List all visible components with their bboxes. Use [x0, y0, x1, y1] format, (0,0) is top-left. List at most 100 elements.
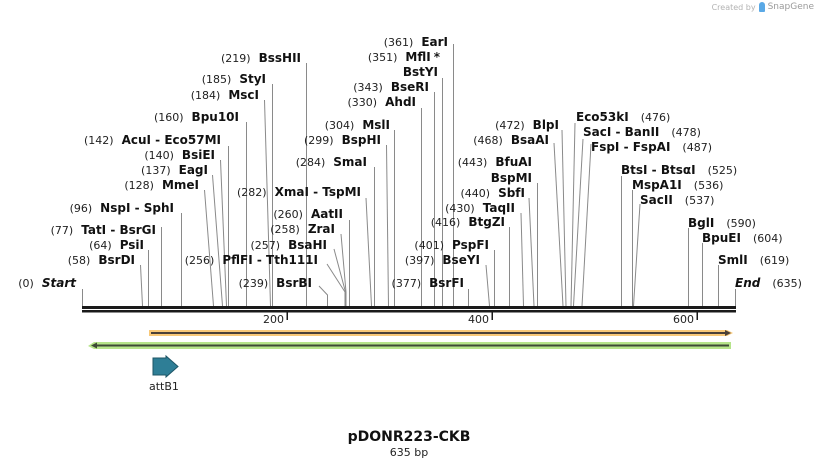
- site-label-bsahi[interactable]: (257) BsaHI: [251, 236, 328, 252]
- site-name: MmeI: [161, 178, 199, 192]
- ruler-tick-600: [696, 312, 698, 320]
- site-position: (343): [353, 81, 383, 94]
- feature-green-arrow[interactable]: [88, 342, 731, 349]
- site-label-bsshii[interactable]: (219) BssHII: [221, 49, 301, 65]
- site-label-ahdi[interactable]: (330) AhdI: [348, 93, 416, 109]
- site-label-eari[interactable]: (361) EarI: [384, 33, 448, 49]
- feature-orange-arrow[interactable]: [149, 330, 733, 336]
- leader-line: [520, 212, 524, 307]
- site-name: SmlI: [718, 253, 748, 267]
- site-name: BssHII: [258, 51, 301, 65]
- site-label-saci-banii[interactable]: SacI - BanII (478): [583, 123, 701, 139]
- site-position: (440): [460, 187, 491, 200]
- site-position: (468): [473, 134, 503, 147]
- site-label-zrai[interactable]: (258) ZraI: [270, 220, 335, 236]
- site-position: (64): [89, 239, 112, 252]
- leader-line: [333, 248, 346, 306]
- site-name: BseRI: [390, 80, 429, 94]
- site-label-eagi[interactable]: (137) EagI: [141, 161, 208, 177]
- site-position: (142): [84, 134, 114, 147]
- sequence-start-label[interactable]: (0) Start: [18, 274, 76, 290]
- site-label-sbfi[interactable]: (440) SbfI: [460, 184, 525, 200]
- leader-line: [220, 159, 227, 307]
- site-label-msci[interactable]: (184) MscI: [191, 86, 259, 102]
- site-name: MscI: [228, 88, 259, 102]
- site-position: (525): [707, 164, 738, 177]
- site-position: (282): [237, 186, 267, 199]
- site-label-psii[interactable]: (64) PsiI: [89, 236, 144, 252]
- site-label-bpu10i[interactable]: (160) Bpu10I: [154, 108, 239, 124]
- site-label-sacii[interactable]: SacII (537): [640, 191, 714, 207]
- site-label-bsrbi[interactable]: (239) BsrBI: [239, 274, 312, 290]
- site-label-bgli[interactable]: BglI (590): [688, 214, 756, 230]
- site-label-beseri[interactable]: (343) BseRI: [353, 78, 429, 94]
- site-label-msli[interactable]: (304) MslI: [325, 116, 390, 132]
- site-label-mmei[interactable]: (128) MmeI: [124, 176, 199, 192]
- site-position: (443): [457, 156, 488, 169]
- site-label-bspmi[interactable]: BspMI: [491, 169, 532, 185]
- site-name: BfuAI: [495, 155, 532, 169]
- site-position: (416): [430, 216, 461, 229]
- site-label-btsi-btsai[interactable]: BtsI - BtsαI (525): [621, 161, 737, 177]
- site-label-tati-bsrgi[interactable]: (77) TatI - BsrGI: [51, 221, 156, 237]
- site-label-bsiei[interactable]: (140) BsiEI: [144, 146, 215, 162]
- site-label-taqii[interactable]: (430) TaqII: [445, 199, 515, 215]
- ruler-tick-400: [491, 312, 493, 320]
- site-position: (604): [752, 232, 783, 245]
- attb1-feature-arrow[interactable]: [152, 354, 179, 379]
- site-position: (137): [141, 164, 171, 177]
- site-label-acui-eco57mi[interactable]: (142) AcuI - Eco57MI: [84, 131, 221, 147]
- leader-line: [573, 138, 584, 307]
- plasmid-name: pDONR223-CKB: [347, 429, 471, 445]
- watermark-prefix: Created by: [711, 2, 756, 12]
- site-label-aatii[interactable]: (260) AatII: [273, 205, 343, 221]
- site-name: BseYI: [442, 253, 480, 267]
- leader-line: [140, 264, 143, 307]
- site-label-pflfi-tth111i[interactable]: (256) PflFI - Tth111I: [185, 251, 318, 267]
- site-name: BstYI: [402, 65, 438, 79]
- site-position: (635): [772, 277, 802, 290]
- sequence-ruler: [82, 306, 736, 320]
- leader-line: [553, 142, 564, 307]
- site-label-bsrdi[interactable]: (58) BsrDI: [68, 251, 135, 267]
- site-label-bpuei[interactable]: BpuEI (604): [702, 229, 783, 245]
- site-label-eco53ki[interactable]: Eco53kI (476): [576, 108, 670, 124]
- snapgene-logo-icon: [758, 2, 765, 12]
- leader-line: [212, 174, 223, 307]
- site-label-styi[interactable]: (185) StyI: [202, 70, 266, 86]
- site-label-bseyi[interactable]: (397) BseYI: [405, 251, 480, 267]
- site-label-blpi[interactable]: (472) BlpI: [495, 116, 559, 132]
- site-label-fspi-fspai[interactable]: FspI - FspAI (487): [591, 138, 712, 154]
- site-label-pspfi[interactable]: (401) PspFI: [414, 236, 489, 252]
- site-name: Start: [41, 276, 76, 290]
- site-position: (239): [238, 277, 269, 290]
- site-label-nspi-sphi[interactable]: (96) NspI - SphI: [70, 199, 174, 215]
- site-label-bsrfi[interactable]: (377) BsrFI: [392, 274, 464, 290]
- leader-line: [264, 99, 271, 307]
- site-position: (258): [270, 223, 300, 236]
- site-name: BlpI: [532, 118, 559, 132]
- site-label-smai[interactable]: (284) SmaI: [296, 153, 367, 169]
- sequence-end-label[interactable]: End (635): [735, 274, 802, 290]
- site-label-smli[interactable]: SmlI (619): [718, 251, 789, 267]
- site-label-bsaai[interactable]: (468) BsaAI: [473, 131, 549, 147]
- site-name: MflI: [405, 50, 431, 64]
- site-label-xmai-tspmi[interactable]: (282) XmaI - TspMI: [237, 183, 361, 199]
- attb1-feature-label[interactable]: attB1: [149, 380, 179, 393]
- site-label-mspa1i[interactable]: MspA1I (536): [632, 176, 723, 192]
- site-name: SacI - BanII: [583, 125, 660, 139]
- site-position: (472): [495, 119, 525, 132]
- site-name: AcuI - Eco57MI: [121, 133, 221, 147]
- site-name: EarI: [421, 35, 448, 49]
- site-label-bsphi[interactable]: (299) BspHI: [304, 131, 381, 147]
- site-label-btgzi[interactable]: (416) BtgZI: [431, 213, 505, 229]
- ruler-label-200: 200: [263, 313, 284, 326]
- site-label-bstyi[interactable]: BstYI: [403, 63, 438, 79]
- site-name: BspMI: [490, 171, 532, 185]
- site-label-bfuai[interactable]: (443) BfuAI: [458, 153, 532, 169]
- site-position: (58): [67, 254, 91, 267]
- site-label-mfli[interactable]: (351) MflI *: [368, 48, 440, 64]
- site-position: (140): [144, 149, 174, 162]
- site-position: (536): [693, 179, 724, 192]
